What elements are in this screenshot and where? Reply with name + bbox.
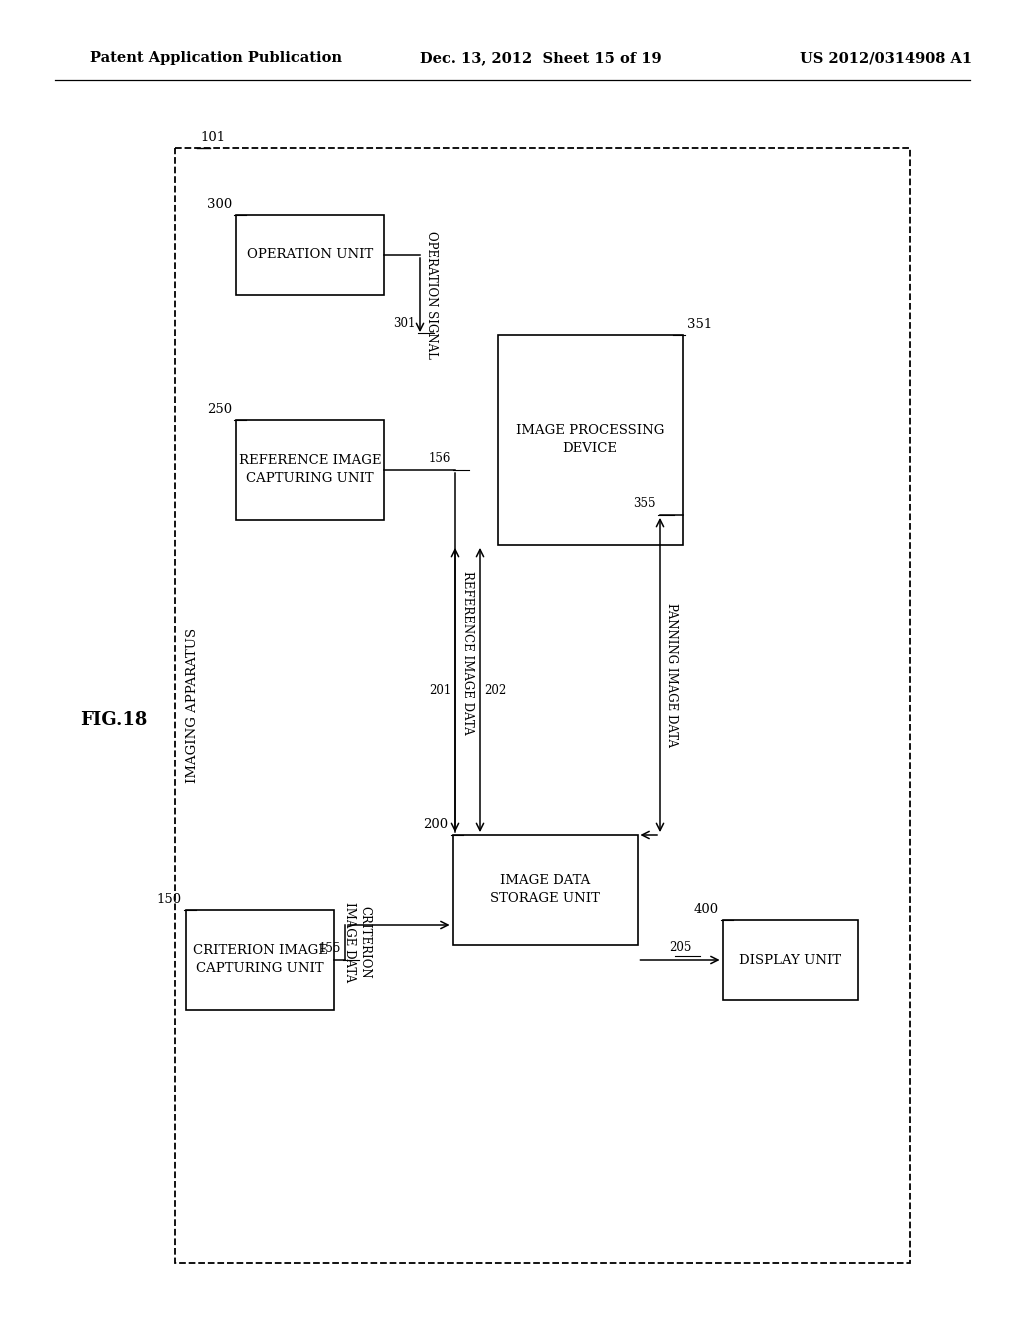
Text: CRITERION
IMAGE DATA: CRITERION IMAGE DATA <box>343 903 371 982</box>
Text: 400: 400 <box>693 903 719 916</box>
Text: REFERENCE IMAGE
CAPTURING UNIT: REFERENCE IMAGE CAPTURING UNIT <box>239 454 381 486</box>
Text: 101: 101 <box>200 131 225 144</box>
Text: 201: 201 <box>429 684 451 697</box>
Text: 351: 351 <box>686 318 712 331</box>
Bar <box>175 148 910 1263</box>
Text: IMAGING APPARATUS: IMAGING APPARATUS <box>186 628 200 783</box>
Bar <box>498 335 683 545</box>
Text: IMAGE DATA
STORAGE UNIT: IMAGE DATA STORAGE UNIT <box>490 874 600 906</box>
Bar <box>723 920 857 1001</box>
Bar <box>236 420 384 520</box>
Bar <box>236 215 384 294</box>
Text: 155: 155 <box>318 942 341 954</box>
Text: Dec. 13, 2012  Sheet 15 of 19: Dec. 13, 2012 Sheet 15 of 19 <box>420 51 662 65</box>
Text: REFERENCE IMAGE DATA: REFERENCE IMAGE DATA <box>461 570 473 734</box>
Text: 355: 355 <box>634 498 656 510</box>
Text: 202: 202 <box>484 684 506 697</box>
Text: OPERATION UNIT: OPERATION UNIT <box>247 248 373 261</box>
Text: CRITERION IMAGE
CAPTURING UNIT: CRITERION IMAGE CAPTURING UNIT <box>193 945 328 975</box>
Text: 156: 156 <box>429 451 451 465</box>
Text: 300: 300 <box>207 198 232 211</box>
Text: US 2012/0314908 A1: US 2012/0314908 A1 <box>800 51 972 65</box>
Text: FIG.18: FIG.18 <box>80 711 147 729</box>
Text: OPERATION SIGNAL: OPERATION SIGNAL <box>426 231 438 359</box>
Text: IMAGE PROCESSING
DEVICE: IMAGE PROCESSING DEVICE <box>516 425 665 455</box>
Text: 150: 150 <box>157 894 182 906</box>
Text: Patent Application Publication: Patent Application Publication <box>90 51 342 65</box>
Text: DISPLAY UNIT: DISPLAY UNIT <box>739 953 841 966</box>
Text: 200: 200 <box>423 818 449 832</box>
Bar <box>186 909 334 1010</box>
Text: 301: 301 <box>393 317 416 330</box>
Text: 250: 250 <box>207 403 232 416</box>
Text: 205: 205 <box>669 941 691 954</box>
Text: PANNING IMAGE DATA: PANNING IMAGE DATA <box>666 603 679 747</box>
Bar <box>453 836 638 945</box>
